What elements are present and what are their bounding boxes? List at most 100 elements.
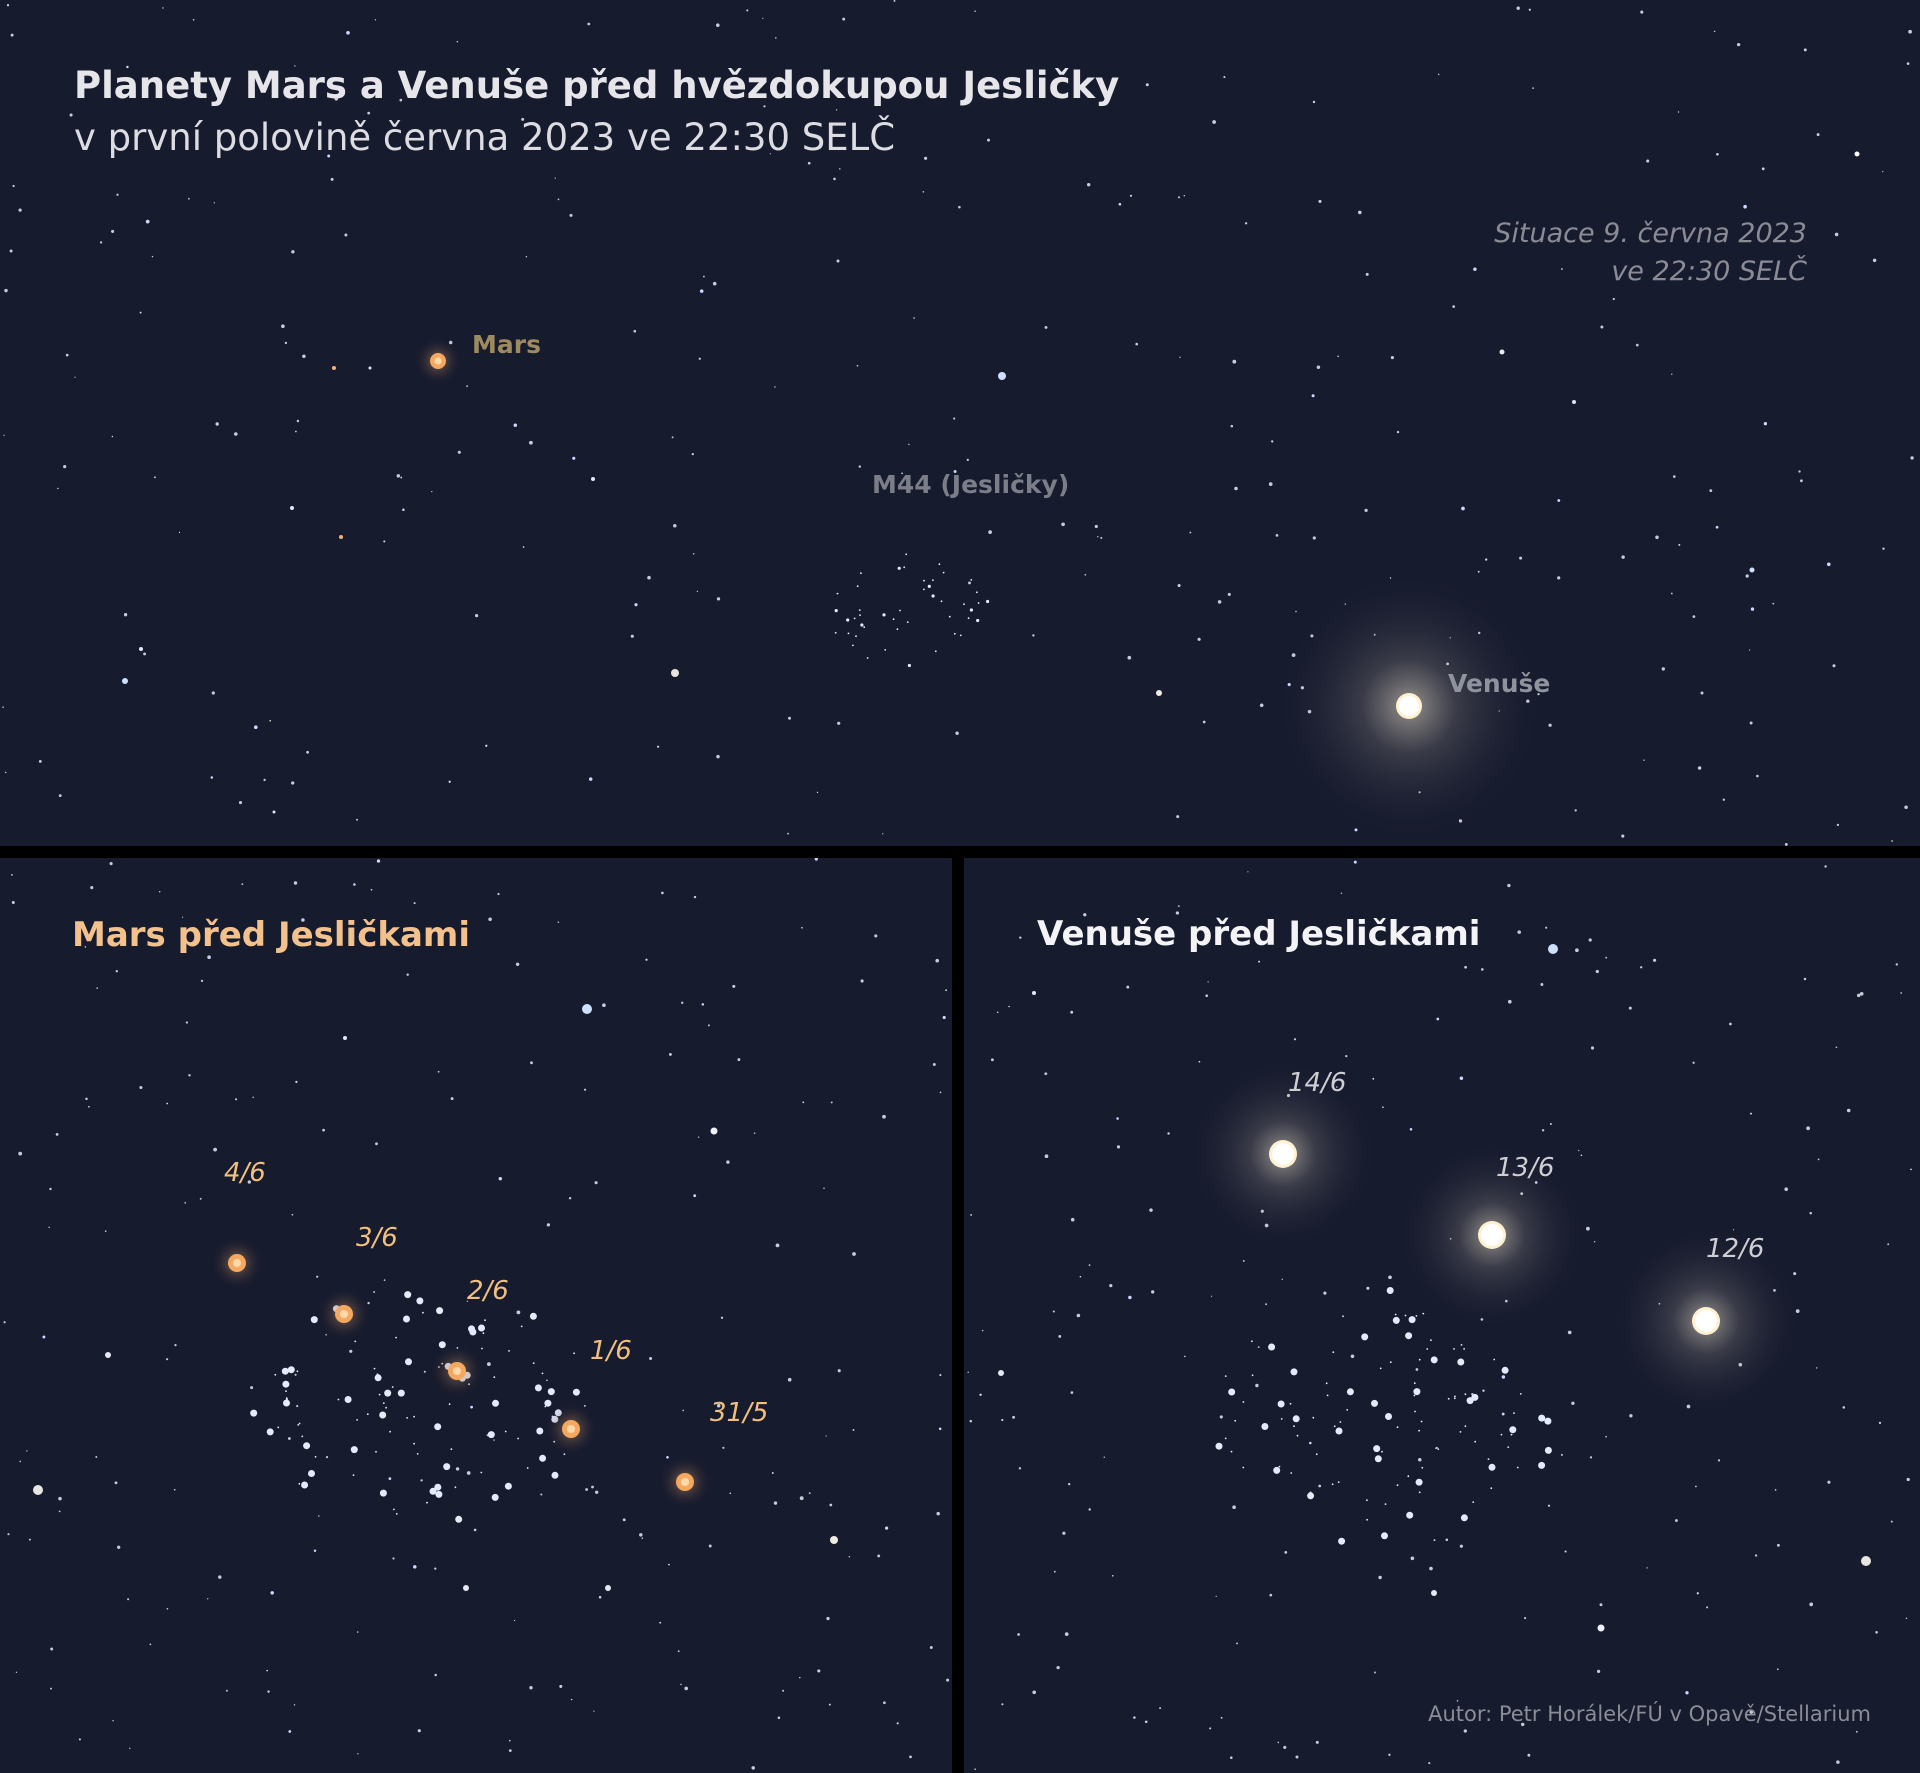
faint-star: [1179, 356, 1181, 359]
cluster-star: [1513, 1412, 1515, 1414]
cluster-star: [484, 1319, 486, 1322]
faint-star: [1244, 222, 1248, 225]
faint-star: [1580, 1154, 1583, 1157]
faint-star: [1700, 691, 1704, 695]
faint-star: [115, 970, 118, 973]
cluster-star: [1421, 1466, 1424, 1469]
faint-star: [1816, 133, 1820, 137]
faint-star: [1088, 1264, 1091, 1266]
cluster-star: [434, 1483, 442, 1491]
faint-star: [814, 858, 818, 861]
mars-starfield: [3, 858, 950, 1770]
faint-star: [1482, 1389, 1485, 1392]
cluster-star: [1234, 1419, 1237, 1422]
cluster-star: [1500, 1433, 1503, 1436]
faint-star: [1017, 1633, 1020, 1636]
cluster-star: [487, 1431, 495, 1439]
cluster-star: [1338, 1537, 1346, 1545]
faint-star: [256, 936, 260, 940]
faint-star: [114, 1481, 118, 1485]
faint-star: [1749, 721, 1753, 725]
cluster-star: [927, 584, 931, 589]
faint-star: [267, 1690, 270, 1693]
cluster-star: [544, 1405, 547, 1408]
cluster-star: [1381, 1450, 1383, 1453]
cluster-star: [382, 1402, 385, 1404]
faint-star: [1220, 1716, 1223, 1719]
faint-star: [529, 1686, 533, 1690]
faint-star: [1275, 534, 1279, 537]
faint-star: [659, 1621, 662, 1624]
faint-star: [213, 202, 215, 204]
faint-star: [671, 436, 674, 439]
faint-star: [301, 918, 305, 922]
faint-star: [1374, 1671, 1376, 1674]
faint-star: [10, 33, 14, 37]
faint-star: [826, 1616, 830, 1621]
faint-star: [1826, 562, 1831, 567]
venus-panel-title: Venuše před Jesličkami: [1037, 914, 1481, 954]
faint-star: [374, 19, 377, 21]
faint-star: [702, 275, 705, 278]
cluster-star: [426, 1501, 428, 1504]
faint-star: [525, 255, 528, 258]
faint-star: [668, 1563, 670, 1566]
faint-star: [450, 1097, 454, 1101]
cluster-star: [897, 566, 901, 570]
faint-star: [1875, 1631, 1878, 1634]
faint-star: [979, 1393, 982, 1396]
faint-star: [1575, 948, 1579, 953]
faint-star: [969, 1419, 973, 1423]
cluster-star: [1215, 1442, 1223, 1450]
faint-star: [178, 531, 181, 534]
faint-star: [1388, 1753, 1391, 1756]
faint-star: [1595, 969, 1599, 974]
faint-star: [357, 1753, 359, 1755]
cluster-star: [301, 1435, 304, 1438]
cluster-star: [1261, 1423, 1269, 1430]
situation-note: Situace 9. června 2023 ve 22:30 SELČ: [1307, 215, 1807, 291]
faint-star: [1353, 860, 1357, 864]
cluster-star: [480, 1471, 483, 1474]
faint-star: [1834, 232, 1839, 237]
cluster-star: [296, 1370, 299, 1373]
faint-star: [9, 249, 13, 253]
cluster-star: [1453, 1348, 1455, 1350]
faint-star: [1207, 981, 1209, 983]
cluster-star: [892, 618, 895, 621]
faint-star: [775, 1243, 780, 1248]
faint-star: [1293, 1038, 1297, 1041]
faint-star: [802, 1101, 805, 1104]
faint-star: [874, 934, 878, 938]
faint-star: [763, 105, 766, 108]
faint-star: [1242, 1259, 1245, 1262]
faint-star: [1032, 634, 1035, 637]
faint-star: [11, 900, 15, 905]
faint-star: [1612, 297, 1615, 301]
cluster-star: [404, 1291, 412, 1299]
faint-star: [313, 1549, 317, 1552]
mars-position-core: [566, 1424, 576, 1434]
faint-star: [1463, 1729, 1467, 1733]
faint-star: [211, 691, 215, 695]
cluster-star: [1251, 1374, 1254, 1377]
cluster-star: [573, 1352, 575, 1355]
faint-star: [842, 17, 846, 21]
faint-star: [448, 780, 451, 783]
cluster-star: [354, 1340, 357, 1343]
faint-star: [1776, 1543, 1780, 1547]
faint-star: [1824, 865, 1827, 868]
cluster-star: [834, 609, 838, 613]
faint-star: [936, 1511, 940, 1516]
cluster-star: [350, 1446, 358, 1454]
cluster-star: [1335, 1427, 1343, 1435]
cluster-star: [1430, 1356, 1438, 1364]
faint-star: [1062, 1531, 1066, 1535]
cluster-star: [1464, 1393, 1467, 1396]
faint-star: [400, 476, 403, 479]
cluster-star: [1307, 1492, 1315, 1500]
faint-star: [1692, 1061, 1695, 1064]
faint-star: [434, 1567, 437, 1570]
cluster-star: [391, 1386, 394, 1388]
venus-panel: Venuše před Jesličkami 14/6 13/6 12/6 Au…: [964, 858, 1920, 1773]
